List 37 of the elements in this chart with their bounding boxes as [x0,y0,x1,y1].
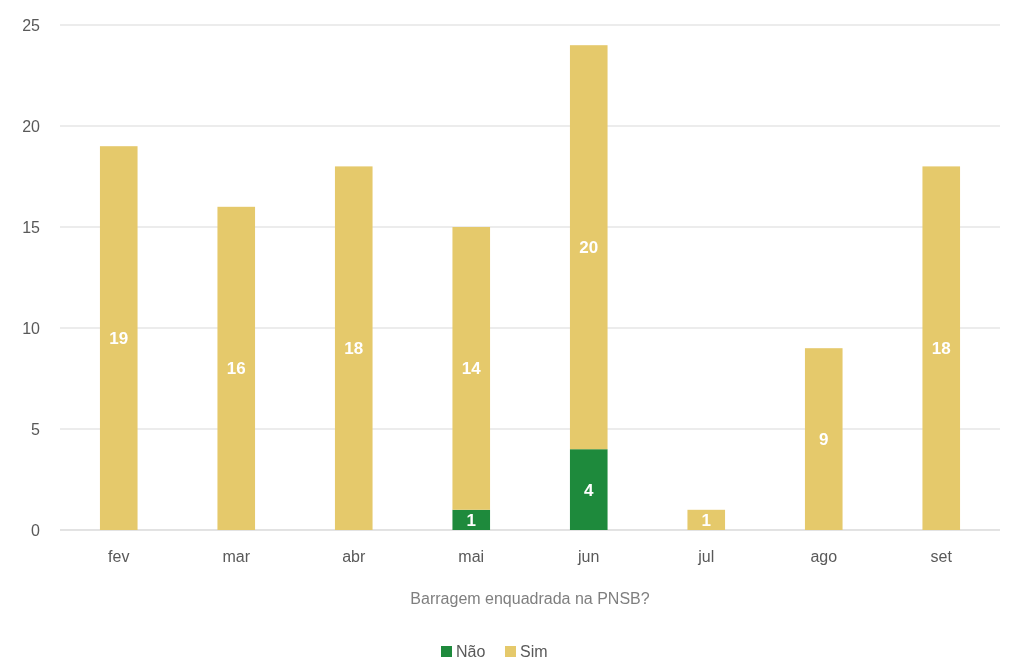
x-tick-label: jun [577,548,600,565]
y-tick-label: 0 [31,521,41,539]
x-tick-label: ago [810,548,838,565]
x-tick-label: mar [222,548,251,565]
x-tick-label: jul [697,548,715,565]
x-axis-title: Barragem enquadrada na PNSB? [410,590,650,607]
data-label: 20 [579,238,599,258]
y-tick-label: 10 [22,319,41,337]
data-label: 18 [344,339,364,359]
data-label: 14 [461,359,482,379]
legend-label: Sim [520,643,548,660]
bar [687,509,726,530]
legend-label: Não [456,643,486,660]
x-tick-label: mai [458,548,485,565]
x-tick-label: abr [342,548,366,565]
data-label: 16 [226,359,246,379]
bar [922,166,961,530]
data-label: 1 [466,510,476,530]
data-label: 19 [109,329,129,349]
data-label: 1 [701,510,711,530]
data-label: 18 [931,339,951,359]
x-tick-label: set [930,548,953,565]
bar [569,45,608,450]
data-label: 4 [584,480,595,500]
bar [804,348,843,530]
y-tick-label: 15 [22,218,41,236]
bar [452,227,491,510]
bar [217,206,256,530]
bar [452,509,491,530]
y-tick-label: 25 [22,16,41,34]
bar [569,449,608,530]
x-tick-label: fev [108,548,130,565]
bar [334,166,373,530]
y-tick-label: 20 [22,117,41,135]
data-label: 9 [819,430,829,450]
bar [99,146,138,530]
y-tick-label: 5 [31,420,41,438]
